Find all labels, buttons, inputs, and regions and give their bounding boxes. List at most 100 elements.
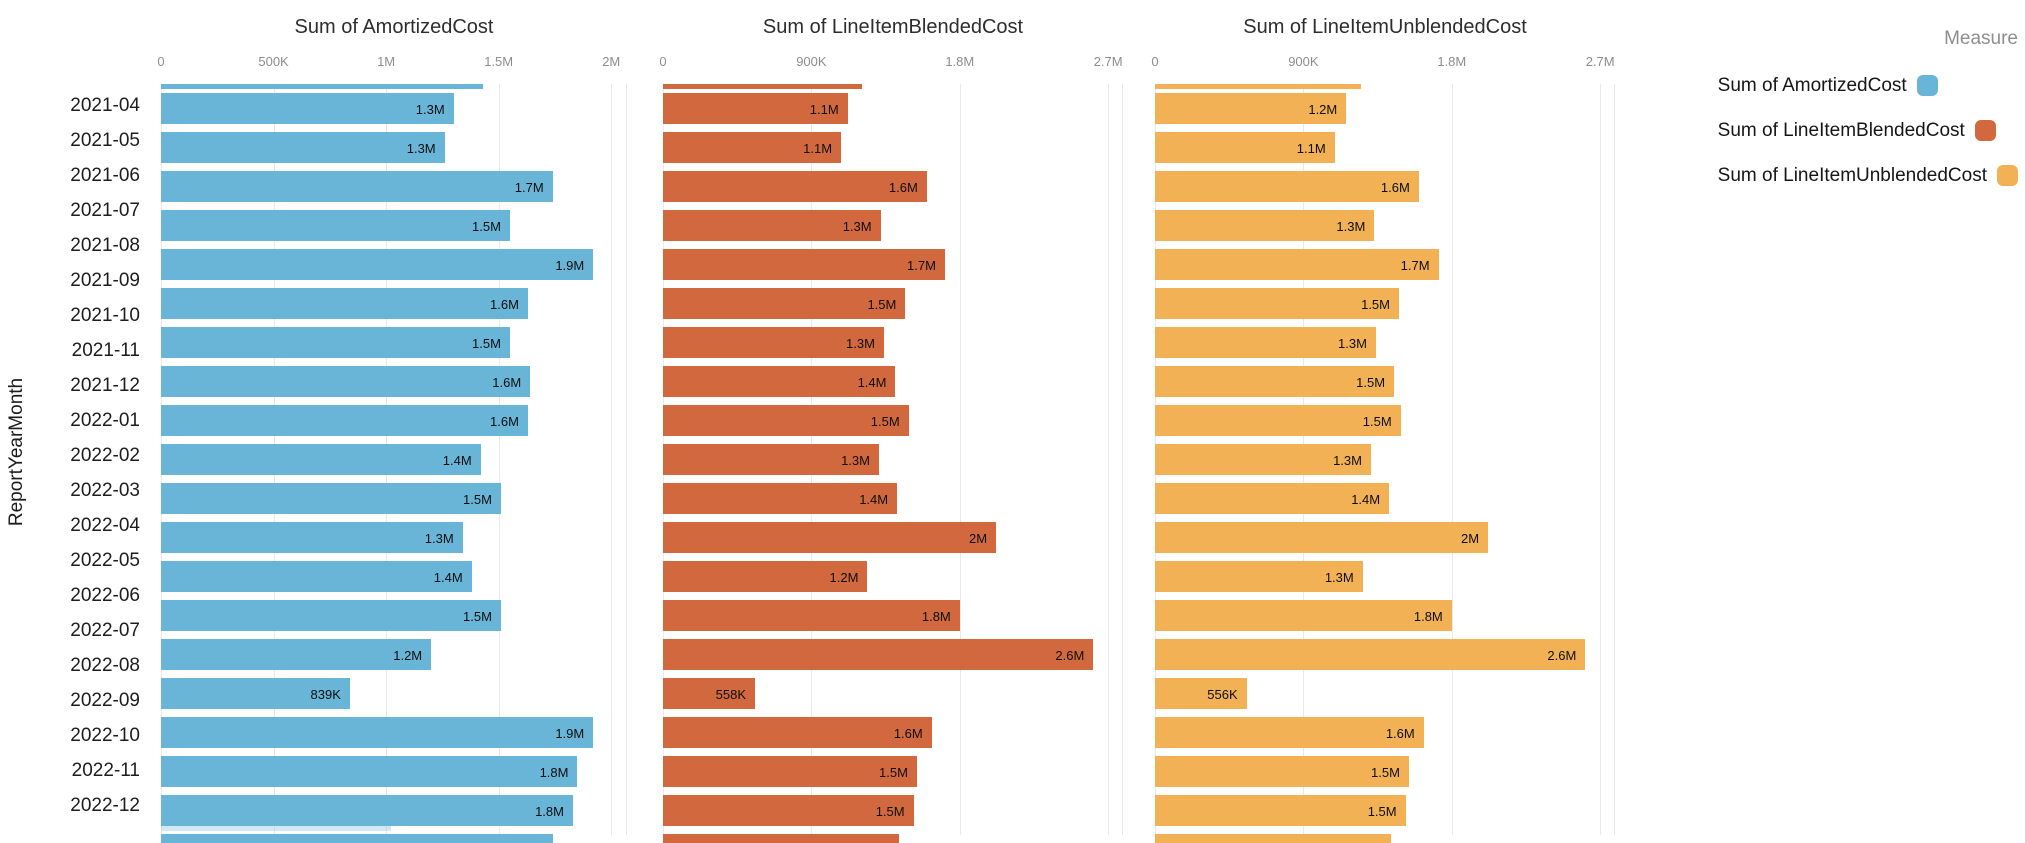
bar[interactable]: 1.4M [1155,483,1390,514]
bar-row: 1.4M [1155,834,1615,843]
bar[interactable]: 1.3M [161,522,463,553]
bar-value-label: 1.3M [842,215,872,236]
bar-value-label: 1.3M [415,98,445,119]
bar[interactable]: 1.6M [161,405,528,436]
legend-entry-label: Sum of AmortizedCost [1717,74,1907,96]
category-label: 2022-03 [70,480,140,501]
bar[interactable]: 1.3M [663,444,879,475]
bar[interactable]: 1.6M [1155,717,1424,748]
bar[interactable]: 2.6M [1155,639,1586,670]
clipped-bar-top [1155,84,1362,89]
legend-entry-label: Sum of LineItemUnblendedCost [1717,164,1987,186]
bar-row: 839K [161,678,627,713]
axis-tick-label: 0 [1151,50,1159,71]
bar-value-label: 1.4M [859,488,889,509]
chart-panel: Sum of AmortizedCost 0 500K 1M 1.5M 2M 1.3M 1.3… [157,0,627,843]
bar-value-label: 1.3M [424,527,454,548]
bar[interactable]: 2M [1155,522,1489,553]
bar-row: 1.5M [1155,405,1615,440]
bar[interactable]: 1.5M [663,405,909,436]
bar-row: 1.8M [161,795,627,830]
legend-entry[interactable]: Sum of AmortizedCost [1718,75,2018,96]
bar[interactable]: 1.4M [663,366,896,397]
bar[interactable]: 1.9M [161,717,594,748]
bar-row: 1.2M [663,561,1123,596]
bar-row: 1.4M [663,834,1123,843]
bar[interactable]: 1.3M [1155,561,1363,592]
bar[interactable]: 1.3M [161,93,454,124]
bar[interactable]: 839K [161,678,350,709]
bar[interactable]: 1.5M [161,483,501,514]
bar[interactable]: 1.8M [161,795,573,826]
bar[interactable]: 1.1M [1155,132,1335,163]
bar[interactable]: 1.5M [1155,756,1409,787]
bar[interactable]: 1.8M [1155,600,1452,631]
category-label: 2021-12 [70,375,140,396]
axis-tick-label: 0 [659,50,667,71]
bar[interactable]: 1.5M [1155,795,1406,826]
bar[interactable]: 2.6M [663,639,1094,670]
bar[interactable]: 1.8M [161,756,578,787]
legend-entry[interactable]: Sum of LineItemBlendedCost [1718,120,2018,141]
bar[interactable]: 1.8M [663,600,960,631]
bar-row: 1.1M [663,132,1123,167]
bar[interactable]: 1.4M [161,561,472,592]
axis-tick-label: 1M [377,50,396,71]
panel-axis-title: Sum of LineItemUnblendedCost [1243,16,1527,38]
bar[interactable]: 1.3M [1155,210,1375,241]
bar[interactable]: 556K [1155,678,1247,709]
axis-tick-label: 900K [1288,50,1319,71]
bar[interactable]: 1.2M [161,639,432,670]
bar-row: 1.5M [161,327,627,362]
bar[interactable]: 1.7M [663,249,945,280]
bar[interactable]: 1.4M [1155,834,1391,843]
bar[interactable]: 1.5M [161,210,510,241]
bar[interactable]: 1.6M [663,717,932,748]
bar-value-label: 1.6M [893,722,923,743]
clipped-bar-top [161,84,483,89]
legend-title: Measure [1944,28,2018,49]
bar[interactable]: 1.5M [1155,405,1401,436]
bar[interactable]: 1.6M [161,288,528,319]
bar[interactable]: 1.7M [161,834,553,843]
bar-value-label: 1.3M [841,449,870,470]
bar-row: 1.3M [161,93,627,128]
bar[interactable]: 1.3M [1155,444,1371,475]
bar[interactable]: 1.6M [663,171,927,202]
bar[interactable]: 1.5M [663,756,917,787]
bar-value-label: 1.5M [472,332,501,353]
bar[interactable]: 2M [663,522,997,553]
bar[interactable]: 1.5M [663,795,914,826]
bar[interactable]: 1.2M [1155,93,1347,124]
bar[interactable]: 1.2M [663,561,868,592]
bar[interactable]: 1.7M [1155,249,1439,280]
bar[interactable]: 1.6M [161,366,531,397]
bar[interactable]: 1.1M [663,93,848,124]
bar[interactable]: 1.4M [161,444,481,475]
bar[interactable]: 1.5M [161,600,501,631]
bar[interactable]: 1.3M [663,327,884,358]
bar-value-label: 1.6M [490,410,519,431]
bar[interactable]: 1.5M [161,327,510,358]
bar[interactable]: 1.7M [161,171,553,202]
bar[interactable]: 1.9M [161,249,594,280]
bar[interactable]: 1.3M [663,210,881,241]
bar[interactable]: 1.6M [1155,171,1419,202]
bar[interactable]: 558K [663,678,755,709]
bar[interactable]: 1.3M [1155,327,1376,358]
bar-row: 1.5M [1155,288,1615,323]
category-label: 2022-08 [70,655,140,676]
bar[interactable]: 1.4M [663,834,899,843]
bar-rows: 1.2M 1.1M 1.6M 1.3M 1.7M 1.5M 1.3M 1.5M 1.5M 1.3M… [1155,89,1615,843]
bar[interactable]: 1.1M [663,132,842,163]
legend-entry[interactable]: Sum of LineItemUnblendedCost [1718,165,2018,186]
bar[interactable]: 1.5M [663,288,906,319]
bar[interactable]: 1.5M [1155,288,1399,319]
bar-row: 1.3M [161,132,627,167]
bar[interactable]: 1.5M [1155,366,1395,397]
category-label: 2021-09 [70,270,140,291]
gridline [1451,84,1453,835]
bar[interactable]: 1.4M [663,483,898,514]
bar[interactable]: 1.3M [161,132,445,163]
bar-row: 1.9M [161,717,627,752]
